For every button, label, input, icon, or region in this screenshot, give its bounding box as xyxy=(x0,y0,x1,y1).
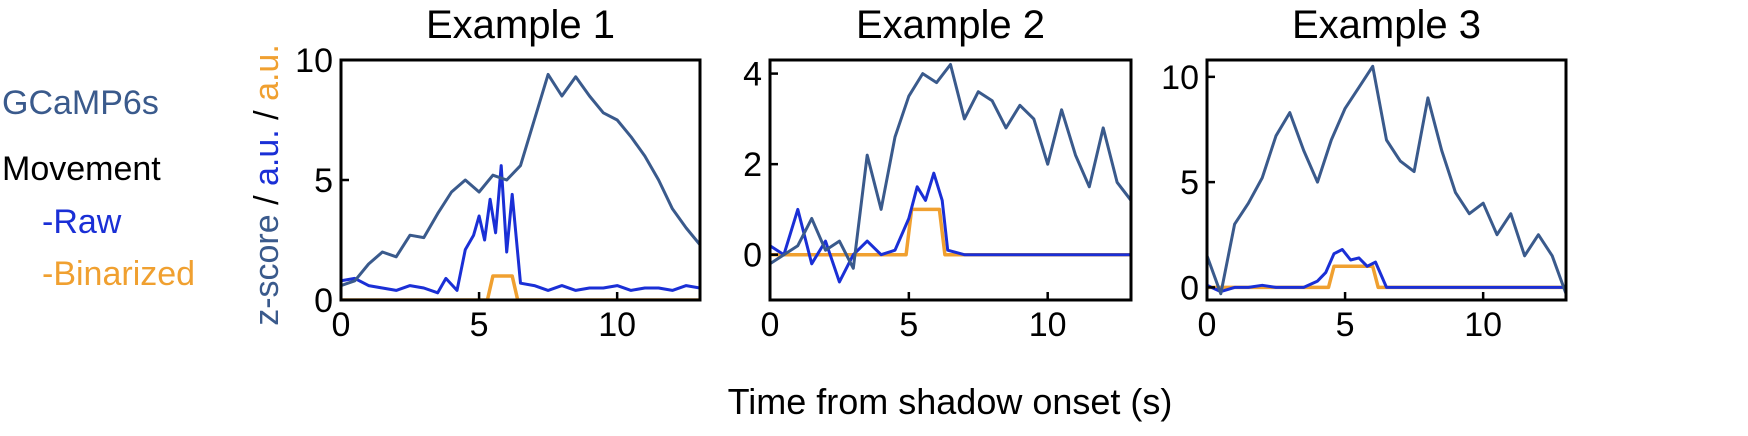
panel-2-axes xyxy=(768,58,1133,302)
panel-2-raw-line xyxy=(770,171,1131,284)
panel-2-title: Example 2 xyxy=(856,3,1045,47)
y-axis-label-part-1: / xyxy=(248,186,286,214)
panel-3: Example 3 0 5 10 0 5 10 xyxy=(1161,3,1568,344)
legend-raw: -Raw xyxy=(42,203,122,241)
y-axis-label-part-3: / xyxy=(248,101,286,129)
panel-2-xtick-label: 5 xyxy=(899,306,918,344)
panel-2-ytick-label: 4 xyxy=(743,56,762,94)
panel-1-binarized-line xyxy=(341,274,700,300)
panel-2-series xyxy=(770,63,1131,284)
legend-binarized: -Binarized xyxy=(42,255,196,293)
panel-1-xtick-label: 10 xyxy=(598,306,636,344)
panel-1-axes xyxy=(339,58,702,302)
x-axis-label: Time from shadow onset (s) xyxy=(728,381,1173,422)
panel-2-xtick-label: 0 xyxy=(761,306,780,344)
panel-3-raw-line xyxy=(1207,248,1566,294)
panel-3-ytick-label: 0 xyxy=(1180,269,1199,307)
panel-1-xtick-label: 0 xyxy=(332,306,351,344)
panel-3-gcamp-line xyxy=(1207,64,1566,296)
panel-1-raw-line xyxy=(341,164,700,295)
panel-3-ytick-label: 5 xyxy=(1180,164,1199,202)
panel-1: Example 1 0 5 10 0 5 10 xyxy=(295,3,702,344)
y-axis-label-part-4: a.u. xyxy=(248,44,286,101)
panel-3-xtick-label: 10 xyxy=(1464,306,1502,344)
panel-1-ytick-label: 5 xyxy=(314,162,333,200)
panel-1-ytick-label: 0 xyxy=(314,282,333,320)
panel-3-xtick-label: 5 xyxy=(1336,306,1355,344)
y-axis-label-part-2: a.u. xyxy=(248,129,286,186)
panel-1-xtick-label: 5 xyxy=(470,306,489,344)
y-axis-label: z-score / a.u. / a.u. xyxy=(248,44,286,326)
legend-movement: Movement xyxy=(2,150,161,188)
panel-3-xtick-label: 0 xyxy=(1198,306,1217,344)
panel-2-xtick-label: 10 xyxy=(1029,306,1067,344)
panel-1-gcamp-line xyxy=(341,72,700,288)
legend-gcamp: GCaMP6s xyxy=(2,84,159,122)
panel-2-gcamp-line xyxy=(770,63,1131,270)
panel-2-ytick-label: 0 xyxy=(743,237,762,275)
y-axis-label-part-0: z-score xyxy=(248,214,286,325)
panel-3-axes xyxy=(1205,58,1568,302)
panel-2-ytick-label: 2 xyxy=(743,146,762,184)
panel-2: Example 2 0 5 10 0 2 4 xyxy=(743,3,1133,344)
panel-1-series xyxy=(341,72,700,300)
panel-3-ytick-label: 10 xyxy=(1161,59,1199,97)
panel-1-title: Example 1 xyxy=(426,3,615,47)
panel-3-series xyxy=(1207,64,1566,296)
panel-3-title: Example 3 xyxy=(1292,3,1481,47)
panel-1-ytick-label: 10 xyxy=(295,42,333,80)
